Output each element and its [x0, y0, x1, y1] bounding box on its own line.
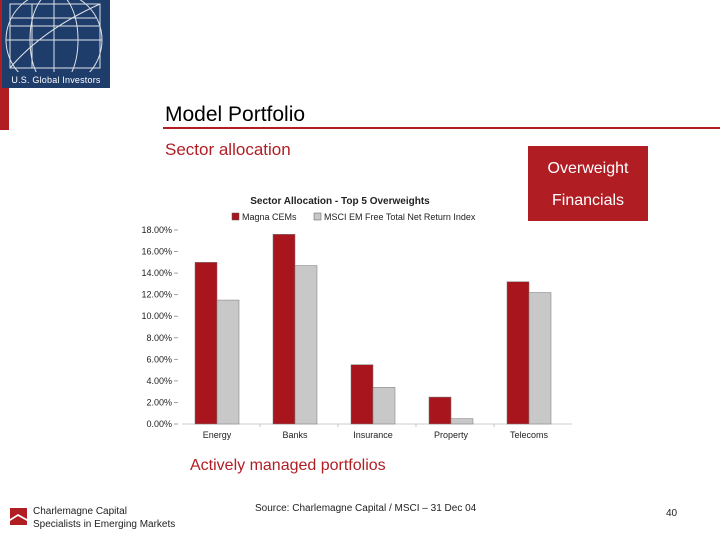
y-tick-label: 14.00% [141, 268, 172, 278]
chart-title: Sector Allocation - Top 5 Overweights [250, 196, 430, 207]
globe-icon [5, 0, 103, 72]
charlemagne-logo-icon [10, 508, 27, 525]
x-tick-label: Insurance [353, 430, 393, 440]
callout-line-1: Overweight [547, 160, 629, 177]
y-tick-label: 4.00% [146, 376, 172, 386]
bar-banks-series-1 [272, 234, 296, 425]
x-tick-label: Banks [282, 430, 308, 440]
page-title: Model Portfolio [165, 103, 306, 126]
legend-swatch-2 [313, 212, 322, 221]
callout-line-2: Financials [551, 192, 625, 209]
title-divider [163, 127, 720, 129]
bar-energy-series-1 [194, 262, 218, 425]
bar-telecoms-series-1 [506, 281, 530, 425]
y-tick-label: 0.00% [146, 419, 172, 429]
footer-tagline: Specialists in Emerging Markets [33, 519, 176, 530]
y-tick-label: 16.00% [141, 247, 172, 257]
bar-telecoms-series-2 [528, 292, 552, 425]
bar-insurance-series-1 [350, 364, 374, 425]
legend-label-2: MSCI EM Free Total Net Return Index [324, 212, 476, 222]
page-number: 40 [666, 508, 678, 519]
overweight-callout: Overweight Financials [528, 146, 648, 221]
bar-energy-series-2 [216, 299, 240, 425]
y-tick-label: 18.00% [141, 225, 172, 235]
page-subtitle: Sector allocation [165, 140, 291, 159]
us-global-investors-logo: U.S. Global Investors [2, 0, 110, 88]
y-tick-label: 12.00% [141, 290, 172, 300]
logo-wordmark: U.S. Global Investors [11, 75, 101, 85]
footer-company: Charlemagne Capital Specialists in Emerg… [33, 505, 175, 531]
legend-swatch-1 [231, 212, 240, 221]
bottom-caption: Actively managed portfolios [190, 457, 386, 474]
y-tick-label: 8.00% [146, 333, 172, 343]
y-tick-label: 2.00% [146, 397, 172, 407]
y-tick-label: 10.00% [141, 311, 172, 321]
y-tick-label: 6.00% [146, 354, 172, 364]
x-tick-label: Energy [203, 430, 232, 440]
source-note: Source: Charlemagne Capital / MSCI – 31 … [255, 503, 477, 514]
chart-canvas: Sector Allocation - Top 5 Overweights Mag… [141, 196, 572, 440]
footer-company-name: Charlemagne Capital [33, 506, 127, 517]
sector-allocation-chart: Sector Allocation - Top 5 Overweights Mag… [120, 190, 580, 450]
bar-property-series-2 [450, 418, 474, 425]
x-tick-label: Property [434, 430, 469, 440]
x-tick-label: Telecoms [510, 430, 549, 440]
bar-banks-series-2 [294, 265, 318, 425]
legend-label-1: Magna CEMs [242, 212, 297, 222]
bar-property-series-1 [428, 396, 452, 425]
bar-insurance-series-2 [372, 387, 396, 425]
